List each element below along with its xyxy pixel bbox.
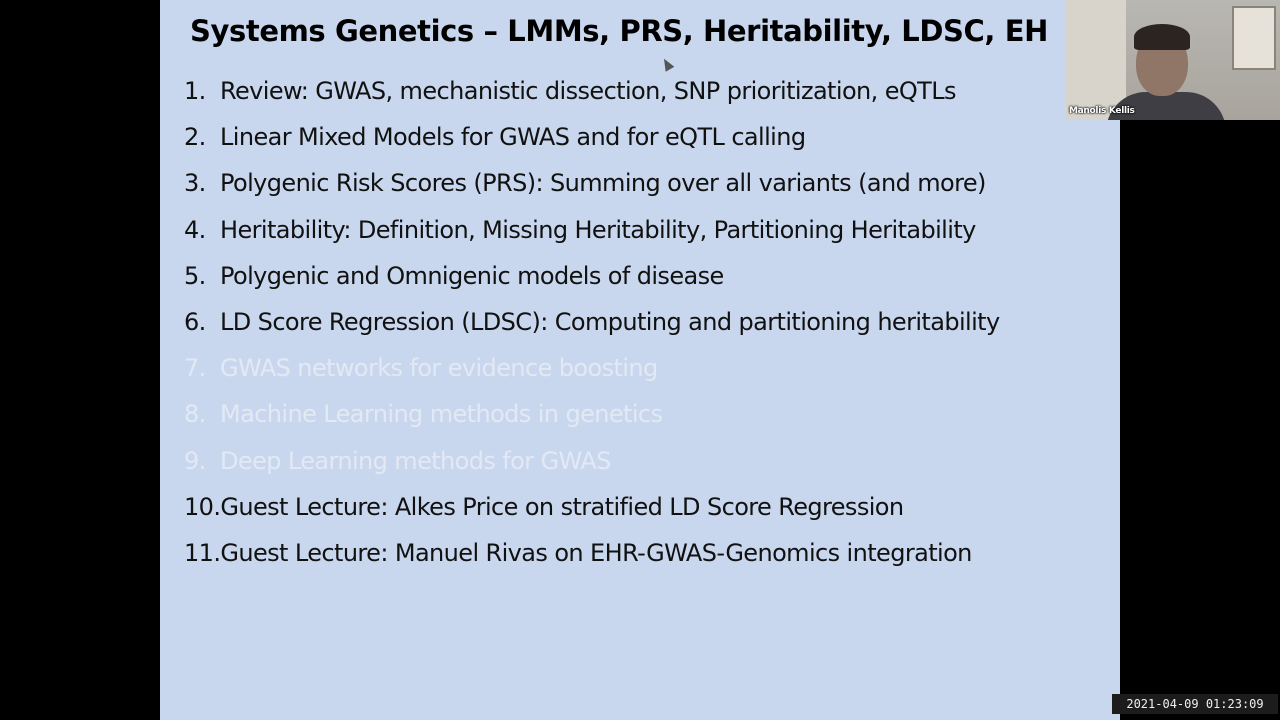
item-text: Polygenic Risk Scores (PRS): Summing ove…: [220, 169, 986, 198]
list-item: 6. LD Score Regression (LDSC): Computing…: [184, 303, 1000, 349]
item-number: 6.: [184, 307, 206, 336]
item-number: 4.: [184, 215, 206, 244]
item-number: 9.: [184, 446, 206, 475]
item-text: Deep Learning methods for GWAS: [220, 446, 611, 475]
list-item: 4. Heritability: Definition, Missing Her…: [184, 211, 1000, 257]
recording-timestamp: 2021-04-09 01:23:09: [1112, 694, 1278, 714]
webcam-thumbnail[interactable]: Manolis Kellis: [1066, 0, 1280, 120]
item-text: Guest Lecture: Alkes Price on stratified…: [220, 492, 904, 521]
list-item-dimmed: 8. Machine Learning methods in genetics: [184, 395, 1000, 441]
list-item-dimmed: 9. Deep Learning methods for GWAS: [184, 442, 1000, 488]
item-number: 3.: [184, 169, 206, 198]
list-item: 11. Guest Lecture: Manuel Rivas on EHR-G…: [184, 534, 1000, 580]
item-number: 1.: [184, 77, 206, 105]
item-text: Polygenic and Omnigenic models of diseas…: [220, 261, 724, 290]
item-number: 2.: [184, 123, 206, 152]
item-number: 8.: [184, 400, 206, 429]
list-item-dimmed: 7. GWAS networks for evidence boosting: [184, 349, 1000, 395]
participant-name-label: Manolis Kellis: [1069, 106, 1135, 116]
list-item: 2. Linear Mixed Models for GWAS and for …: [184, 118, 1000, 164]
item-text: LD Score Regression (LDSC): Computing an…: [220, 307, 1000, 336]
list-item: 10. Guest Lecture: Alkes Price on strati…: [184, 488, 1000, 534]
item-text: Linear Mixed Models for GWAS and for eQT…: [220, 123, 806, 152]
item-number: 5.: [184, 261, 206, 290]
item-text: Heritability: Definition, Missing Herita…: [220, 215, 976, 244]
item-number: 7.: [184, 354, 206, 383]
item-number: 10.: [184, 492, 221, 521]
item-text: GWAS networks for evidence boosting: [220, 354, 658, 383]
webcam-background: [1066, 0, 1126, 120]
webcam-window-frame: [1232, 6, 1276, 70]
presentation-slide: Systems Genetics – LMMs, PRS, Heritabili…: [160, 0, 1120, 720]
item-text: Guest Lecture: Manuel Rivas on EHR-GWAS-…: [220, 538, 972, 567]
list-item: 1. Review: GWAS, mechanistic dissection,…: [184, 72, 1000, 118]
list-item: 3. Polygenic Risk Scores (PRS): Summing …: [184, 164, 1000, 210]
agenda-list: 1. Review: GWAS, mechanistic dissection,…: [184, 72, 1000, 580]
item-number: 11.: [184, 538, 221, 567]
item-text: Machine Learning methods in genetics: [220, 400, 663, 429]
participant-hair: [1134, 24, 1190, 50]
slide-title: Systems Genetics – LMMs, PRS, Heritabili…: [190, 14, 1048, 48]
mouse-cursor-icon: [659, 56, 675, 72]
list-item: 5. Polygenic and Omnigenic models of dis…: [184, 257, 1000, 303]
participant-shoulders: [1106, 92, 1226, 120]
item-text: Review: GWAS, mechanistic dissection, SN…: [220, 77, 956, 105]
